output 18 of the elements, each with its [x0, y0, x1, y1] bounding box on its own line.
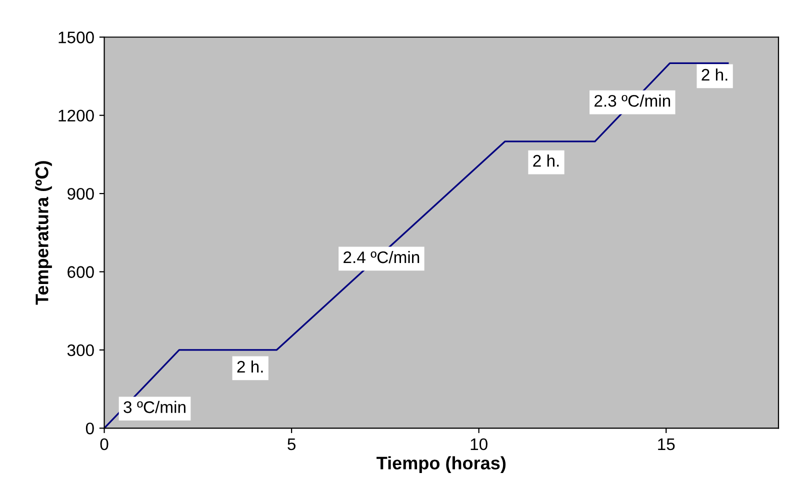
x-tick-label: 10: [470, 438, 488, 450]
x-tick-label: 5: [288, 438, 296, 450]
y-tick-label: 0: [86, 422, 94, 434]
annotation: 2.4 ºC/min: [344, 250, 420, 264]
annotation: 2.3 ºC/min: [594, 94, 670, 107]
y-tick-label: 300: [67, 344, 94, 356]
y-tick-label: 1200: [58, 110, 94, 122]
annotation: 2 h.: [237, 360, 263, 373]
annotation: 3 ºC/min: [124, 400, 186, 414]
annotation: 2 h.: [702, 68, 728, 81]
y-axis-title: Temperatura (ºC): [35, 161, 52, 305]
y-tick-label: 900: [68, 188, 94, 200]
y-tick-label: 600: [68, 266, 94, 278]
annotation: 2 h.: [533, 154, 559, 167]
y-tick-label: 1500: [58, 32, 94, 44]
x-tick-label: 0: [100, 438, 108, 450]
x-tick-label: 15: [658, 438, 675, 450]
x-axis-title: Tiempo (horas): [376, 456, 506, 474]
